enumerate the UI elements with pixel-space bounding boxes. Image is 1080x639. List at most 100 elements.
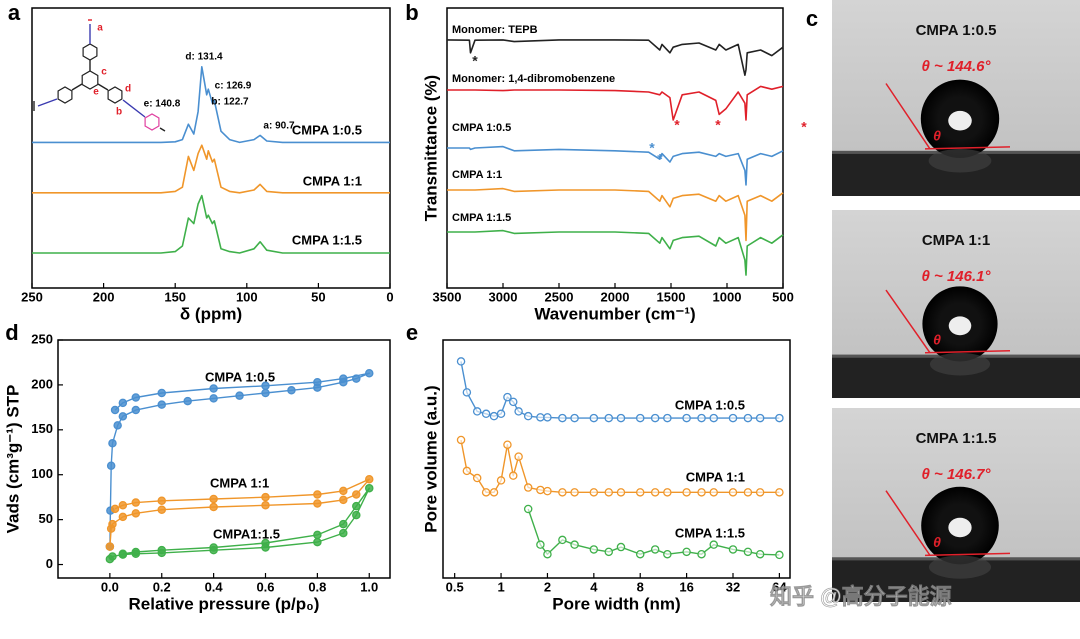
data-point xyxy=(157,505,166,514)
plot-frame xyxy=(442,339,791,579)
series-label: CMPA 1:1 xyxy=(303,173,362,188)
data-point xyxy=(604,547,614,557)
droplet-reflection xyxy=(928,555,992,579)
data-point xyxy=(523,504,533,514)
data-point xyxy=(589,545,599,554)
watermark: 知乎 @高分子能源 xyxy=(770,584,952,609)
data-point xyxy=(106,461,116,470)
data-point xyxy=(131,405,141,415)
series-label: CMPA 1:1 xyxy=(210,475,269,490)
data-point xyxy=(558,413,567,423)
tangent-line xyxy=(885,289,931,354)
series-line xyxy=(32,144,390,194)
data-point xyxy=(509,471,518,480)
data-point xyxy=(339,374,348,383)
data-point xyxy=(131,393,141,402)
data-point xyxy=(755,413,765,423)
contact-angle-photo: CMPA 1:1 θ ~ 146.1° θ xyxy=(832,210,1080,398)
droplet-highlight xyxy=(948,110,972,131)
data-point xyxy=(209,394,218,403)
x-tick-label: 100 xyxy=(236,289,258,304)
photo-title: CMPA 1:1.5 xyxy=(916,430,997,447)
structure-label: e xyxy=(93,87,99,98)
series-label: CMPA 1:0.5 xyxy=(675,397,745,412)
structure-label: c xyxy=(101,67,107,78)
data-point xyxy=(481,488,491,497)
structure-label: a xyxy=(97,23,103,34)
data-point xyxy=(697,488,706,497)
y-tick-label: 0 xyxy=(46,556,53,571)
data-point xyxy=(709,488,718,497)
data-point xyxy=(663,549,672,559)
theta-mark: θ xyxy=(933,534,941,550)
data-point xyxy=(650,488,660,497)
x-tick-label: 500 xyxy=(772,289,794,304)
y-tick-label: 200 xyxy=(31,376,53,391)
angle-label: θ ~ 146.1° xyxy=(922,268,992,285)
panel: b 3500 3000 2500 2000 1500 1000 500 Wavenumber (… xyxy=(405,0,807,323)
data-point xyxy=(514,452,523,461)
series-line xyxy=(447,229,784,276)
contact-angle-photo: CMPA 1:0.5 θ ~ 144.6° θ xyxy=(832,0,1080,196)
data-point xyxy=(728,545,738,554)
ring xyxy=(57,86,73,104)
data-point xyxy=(110,405,120,415)
contact-line xyxy=(924,146,1011,150)
data-point xyxy=(157,388,166,398)
x-tick-label: 0.4 xyxy=(205,579,224,594)
data-point xyxy=(536,540,545,549)
data-point xyxy=(543,549,552,559)
data-point xyxy=(570,540,579,549)
panel-label: e xyxy=(406,320,418,345)
photo-title: CMPA 1:0.5 xyxy=(916,22,997,39)
ring xyxy=(82,43,98,61)
x-tick-label: 3000 xyxy=(489,289,518,304)
x-tick-label: 0.8 xyxy=(308,579,326,594)
annotation: e: 140.8 xyxy=(144,99,181,110)
data-point xyxy=(118,412,128,421)
data-point xyxy=(489,411,499,421)
annotation: b: 122.7 xyxy=(211,97,249,108)
data-point xyxy=(635,549,645,559)
x-axis-label: Relative pressure (p/p₀) xyxy=(129,594,320,613)
data-point xyxy=(352,374,361,383)
data-point xyxy=(339,486,348,496)
data-point xyxy=(364,474,374,484)
plot-frame xyxy=(446,7,784,289)
data-point xyxy=(682,413,691,423)
data-point xyxy=(313,490,322,499)
theta-mark: θ xyxy=(933,128,941,144)
data-point xyxy=(523,411,533,421)
data-point xyxy=(472,407,482,416)
data-point xyxy=(543,486,552,496)
x-tick-label: 1.0 xyxy=(360,579,378,594)
structure-label: b xyxy=(116,107,122,118)
data-point xyxy=(108,439,117,448)
data-point xyxy=(489,488,499,497)
series-label: CMPA 1:1.5 xyxy=(452,212,511,224)
x-tick-label: 200 xyxy=(93,289,115,304)
data-point xyxy=(472,473,482,483)
x-tick-label: 32 xyxy=(726,579,740,594)
x-axis-label: δ (ppm) xyxy=(180,304,242,323)
data-point xyxy=(131,547,141,557)
data-point xyxy=(503,440,512,449)
data-point xyxy=(352,501,361,511)
data-point xyxy=(650,545,660,554)
data-point xyxy=(728,488,738,497)
data-point xyxy=(604,413,614,423)
data-point xyxy=(543,413,552,422)
annotation: * xyxy=(657,151,663,167)
x-tick-label: 2000 xyxy=(601,289,630,304)
ring xyxy=(81,70,99,90)
contact-line xyxy=(924,350,1011,354)
data-point xyxy=(755,488,765,497)
data-point xyxy=(456,435,466,445)
annotation: c: 126.9 xyxy=(215,81,252,92)
data-point xyxy=(775,413,784,423)
data-point xyxy=(261,381,270,391)
x-tick-label: 0.2 xyxy=(153,579,171,594)
plot-frame xyxy=(57,339,391,579)
annotation: * xyxy=(649,140,655,156)
